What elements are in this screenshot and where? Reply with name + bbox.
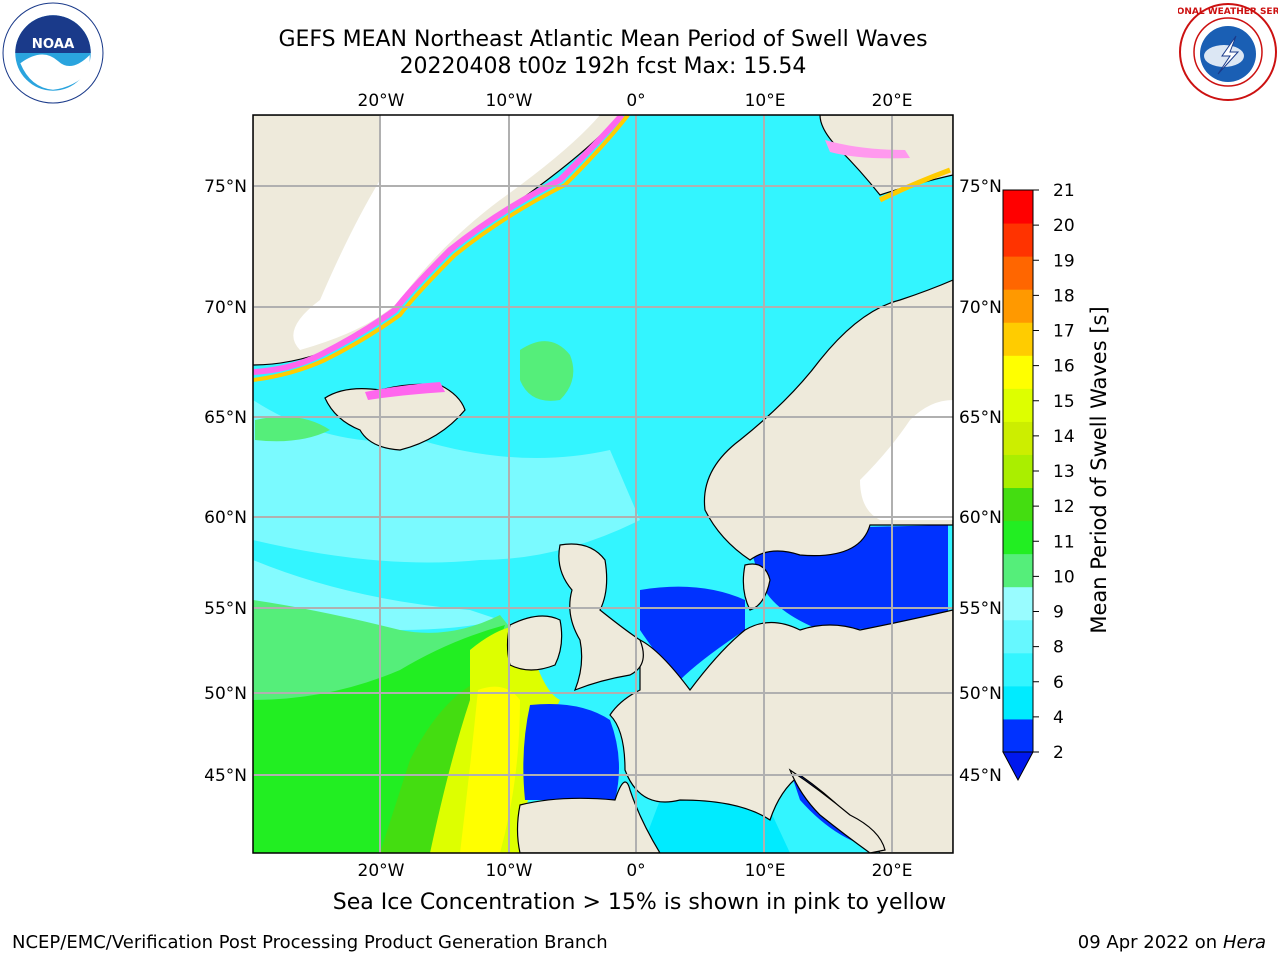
colorbar-segment — [1003, 619, 1033, 654]
lat-label-left: 70°N — [204, 298, 247, 318]
colorbar-tick-label: 12 — [1053, 497, 1075, 517]
gulf-of-bothnia-ice — [860, 400, 953, 520]
footer-credit: NCEP/EMC/Verification Post Processing Pr… — [12, 932, 608, 953]
swell-patch-irminger — [255, 416, 330, 442]
colorbar-segment — [1003, 718, 1033, 753]
map-field — [253, 115, 953, 853]
colorbar-tick-label: 19 — [1053, 251, 1075, 271]
swell-band-15-16 — [460, 686, 520, 853]
colorbar-segment — [1003, 388, 1033, 422]
iberia-land — [516, 781, 661, 853]
nws-logo: NATIONAL WEATHER SERVICE — [1178, 3, 1278, 101]
colorbar-segment — [1003, 487, 1033, 522]
colorbar-segment — [1003, 355, 1033, 389]
lon-label-bottom: 20°E — [872, 861, 913, 881]
colorbar-tick-label: 18 — [1053, 286, 1075, 306]
lat-label-left: 55°N — [204, 599, 247, 619]
colorbar-segment — [1003, 256, 1033, 290]
colorbar-tick-label: 16 — [1053, 357, 1075, 377]
colorbar-tick-label: 11 — [1053, 532, 1075, 552]
colorbar-segment — [1003, 190, 1033, 224]
colorbar: 2 4 6 8 9 10 11 12 13 14 15 16 17 18 19 20 21 — [1002, 181, 1075, 782]
lat-label-left: 45°N — [204, 766, 247, 786]
colorbar-segment — [1003, 322, 1033, 356]
lat-label-right: 60°N — [959, 508, 1002, 528]
ireland-land — [506, 615, 563, 671]
graticule — [253, 115, 953, 853]
iceland-ice — [365, 382, 445, 400]
lat-label-right: 70°N — [959, 298, 1002, 318]
lon-label-bottom: 10°W — [486, 861, 533, 881]
lon-label-top: 20°W — [358, 91, 405, 111]
bay-of-biscay-low-period — [523, 704, 619, 800]
swell-band-8-9 — [253, 400, 640, 563]
svalbard-ice — [825, 140, 910, 159]
lon-label-bottom: 0° — [626, 861, 645, 881]
colorbar-segment — [1003, 520, 1033, 555]
footer-date-text: 09 Apr 2022 on — [1077, 932, 1218, 953]
colorbar-tick-label: 6 — [1053, 673, 1064, 693]
map-frame — [252, 114, 954, 854]
colorbar-tick-label: 10 — [1053, 567, 1075, 587]
lat-label-right: 55°N — [959, 599, 1002, 619]
great-britain-land — [558, 543, 644, 692]
chart-title: GEFS MEAN Northeast Atlantic Mean Period… — [278, 27, 928, 52]
colorbar-tick-label: 17 — [1053, 322, 1075, 342]
lon-label-bottom: 20°W — [358, 861, 405, 881]
lon-label-top: 20°E — [872, 91, 913, 111]
colorbar-tick-label: 8 — [1053, 638, 1064, 658]
lon-label-bottom: 10°E — [745, 861, 786, 881]
lat-label-right: 45°N — [959, 766, 1002, 786]
colorbar-segment — [1003, 685, 1033, 720]
nws-logo-text: NATIONAL WEATHER SERVICE — [1178, 7, 1278, 17]
colorbar-segment — [1003, 553, 1033, 588]
lat-label-left: 50°N — [204, 684, 247, 704]
lat-label-right: 50°N — [959, 684, 1002, 704]
greenland-ice-sheet — [293, 115, 600, 350]
colorbar-segment — [1003, 586, 1033, 621]
lat-label-right: 65°N — [959, 408, 1002, 428]
colorbar-segment — [1003, 289, 1033, 323]
colorbar-tick-label: 20 — [1053, 216, 1075, 236]
lat-label-left: 60°N — [204, 508, 247, 528]
colorbar-segment — [1003, 421, 1033, 455]
noaa-logo-text: NOAA — [32, 37, 75, 52]
colorbar-tick-label: 13 — [1053, 462, 1075, 482]
colorbar-segment — [1003, 223, 1033, 257]
italy-land — [788, 768, 886, 853]
greenland-ice-edge-yellow — [253, 115, 630, 382]
north-sea-low-period — [640, 586, 745, 680]
colorbar-label: Mean Period of Swell Waves [s] — [1087, 306, 1111, 633]
swell-patch-norwegian-sea — [520, 341, 574, 401]
greenland-ice-edge-pink — [253, 115, 625, 375]
lon-label-top: 0° — [626, 91, 645, 111]
lon-label-top: 10°E — [745, 91, 786, 111]
colorbar-segment — [1003, 454, 1033, 489]
colorbar-extend-arrow — [1002, 751, 1034, 782]
chart-subtitle: 20220408 t00z 192h fcst Max: 15.54 — [399, 54, 807, 79]
colorbar-tick-label: 14 — [1053, 427, 1075, 447]
colorbar-tick-label: 4 — [1053, 708, 1064, 728]
lat-label-right: 75°N — [959, 177, 1002, 197]
colorbar-tick-label: 9 — [1053, 603, 1064, 623]
sea-ice-note: Sea Ice Concentration > 15% is shown in … — [332, 890, 947, 915]
noaa-logo: NOAA — [2, 2, 104, 104]
footer-machine: Hera — [1222, 932, 1266, 953]
lat-label-left: 65°N — [204, 408, 247, 428]
colorbar-tick-label: 2 — [1053, 743, 1064, 763]
lon-label-top: 10°W — [486, 91, 533, 111]
lat-label-left: 75°N — [204, 177, 247, 197]
footer-date: 09 Apr 2022 on Hera — [1078, 932, 1266, 953]
colorbar-tick-label: 15 — [1053, 392, 1075, 412]
colorbar-segment — [1003, 652, 1033, 687]
colorbar-tick-label: 21 — [1053, 181, 1075, 201]
